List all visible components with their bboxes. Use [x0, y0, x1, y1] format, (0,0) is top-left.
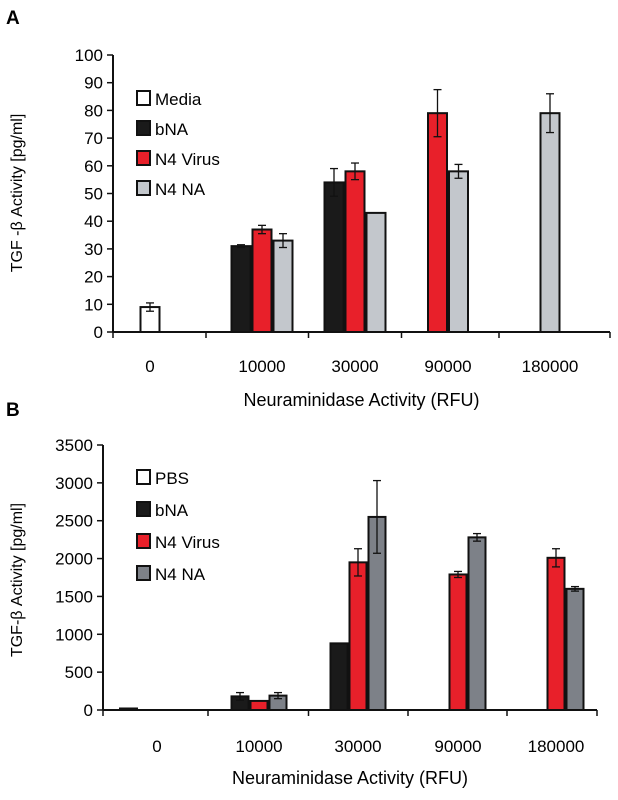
y-axis-title: TGF-β Activity [pg/ml] [9, 503, 26, 657]
panel-a-chart: A TGF -β Activity [pg/ml] 0 10 20 30 40 50 60 70 8… [6, 8, 611, 410]
x-tick-label: 0 [152, 737, 161, 756]
y-tick-label: 500 [65, 663, 93, 682]
x-tick-label: 30000 [331, 357, 378, 376]
legend-swatch [136, 180, 151, 196]
y-tick-label: 0 [94, 323, 103, 342]
x-axis-title: Neuraminidase Activity (RFU) [232, 768, 468, 788]
bar [119, 707, 138, 712]
x-tick-label: 180000 [528, 737, 585, 756]
y-tick-label: 100 [75, 46, 103, 65]
legend-swatch [136, 533, 151, 549]
bar [365, 211, 387, 333]
bar [565, 587, 585, 711]
legend-label: Media [155, 90, 202, 109]
legend-swatch [136, 90, 151, 106]
bar [329, 642, 349, 711]
y-tick-label: 1500 [55, 587, 93, 606]
legend-swatch [136, 150, 151, 166]
legend-swatch [136, 501, 151, 517]
panel-label: B [6, 400, 20, 421]
y-tick-label: 70 [84, 129, 103, 148]
legend-swatch [136, 565, 151, 581]
bar [448, 573, 468, 711]
x-tick-label: 30000 [334, 737, 381, 756]
x-tick-label: 0 [145, 357, 154, 376]
x-tick-label: 90000 [424, 357, 471, 376]
x-axis-title: Neuraminidase Activity (RFU) [243, 390, 479, 410]
y-tick-label: 10 [84, 295, 103, 314]
y-tick-label: 50 [84, 185, 103, 204]
bar [448, 170, 469, 333]
y-tick-label: 3500 [55, 436, 93, 455]
y-tick-label: 30 [84, 240, 103, 259]
bar [249, 699, 269, 712]
bar [344, 170, 366, 333]
y-tick-label: 40 [84, 212, 103, 231]
y-tick-label: 2000 [55, 550, 93, 569]
bar [272, 239, 294, 333]
legend-label: N4 NA [155, 565, 206, 584]
panel-label: A [6, 8, 20, 29]
y-tick-label: 60 [84, 157, 103, 176]
panel-b-chart: B TGF-β Activity [pg/ml] 0 500 1000 1500 2000 2… [6, 400, 598, 788]
legend-label: N4 Virus [155, 150, 220, 169]
legend-label: PBS [155, 469, 189, 488]
y-tick-label: 0 [84, 701, 93, 720]
y-tick-label: 80 [84, 101, 103, 120]
legend-label: bNA [155, 501, 189, 520]
x-tick-label: 180000 [522, 357, 579, 376]
legend-label: N4 NA [155, 180, 206, 199]
y-tick-label: 1000 [55, 625, 93, 644]
bar [539, 112, 561, 333]
y-tick-label: 2500 [55, 512, 93, 531]
bar [427, 112, 448, 333]
legend-label: bNA [155, 120, 189, 139]
legend-swatch [136, 469, 151, 485]
x-tick-label: 90000 [434, 737, 481, 756]
y-tick-label: 20 [84, 268, 103, 287]
bar [546, 556, 566, 711]
y-tick-label: 90 [84, 74, 103, 93]
y-axis-title: TGF -β Activity [pg/ml] [9, 114, 26, 273]
bar [230, 245, 252, 334]
bar [323, 181, 345, 333]
legend-swatch [136, 120, 151, 136]
legend-label: N4 Virus [155, 533, 220, 552]
x-tick-label: 10000 [235, 737, 282, 756]
bar [251, 228, 273, 333]
y-tick-label: 3000 [55, 474, 93, 493]
bar [467, 536, 487, 711]
bar [348, 561, 368, 711]
x-tick-label: 10000 [238, 357, 285, 376]
